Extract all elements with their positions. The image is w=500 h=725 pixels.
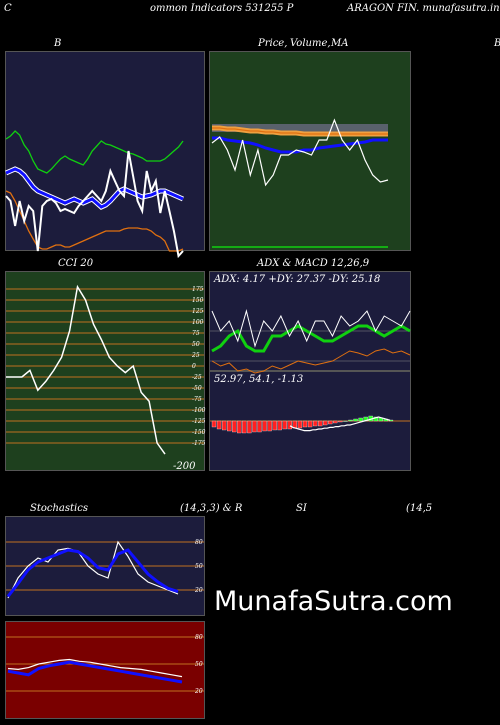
macd-bar — [318, 420, 323, 427]
adx-adx-line — [211, 324, 411, 353]
macd-signal-line — [289, 416, 391, 432]
bb-lower-line — [5, 190, 184, 252]
price-right-letter: B — [494, 38, 500, 49]
cci-tick-label: 25 — [191, 352, 200, 359]
macd-bar — [307, 420, 313, 428]
macd-bar — [348, 419, 353, 422]
macd-bar — [338, 420, 343, 423]
stoch-k-line — [7, 540, 179, 599]
cci-panel — [5, 271, 205, 471]
adx-plus-dy-line — [211, 348, 411, 374]
rsi-blue-line — [7, 660, 183, 684]
macd-bar — [358, 417, 363, 422]
stoch-title: Stochastics — [30, 503, 88, 514]
bb-title: B — [54, 38, 62, 49]
cci-tick-label: -175 — [192, 440, 206, 447]
macd-bar — [262, 420, 267, 432]
cci-tick-label: -100 — [192, 407, 206, 414]
rsi-tick-label: 20 — [194, 688, 203, 695]
macd-bar — [343, 420, 348, 422]
cci-title: CCI 20 — [58, 258, 94, 269]
cci-tick-label: 50 — [192, 341, 200, 348]
macd-bar — [333, 420, 338, 424]
rsi-tick-label: 80 — [195, 634, 203, 641]
watermark: MunafaSutra.com — [214, 586, 453, 617]
stoch-tick-label: 20 — [194, 587, 203, 594]
rsi-white-line — [7, 658, 183, 678]
cci-tick-label: -125 — [192, 418, 206, 425]
macd-bar — [302, 420, 308, 428]
rsi-tick-label: 50 — [195, 661, 203, 668]
macd-bar — [221, 420, 227, 431]
header-left: C — [4, 3, 12, 14]
macd-bar — [328, 420, 333, 425]
bb-upper-line — [5, 130, 184, 174]
macd-bar — [216, 420, 222, 430]
macd-bar — [373, 416, 378, 422]
cci-tick-label: 125 — [192, 308, 204, 315]
adx-title: ADX & MACD 12,26,9 — [257, 258, 370, 269]
price-title-a: Price, — [258, 38, 288, 49]
price-title-b: Volume, — [290, 38, 331, 49]
price-price-line — [211, 118, 389, 187]
adx-panel — [209, 271, 411, 371]
macd-bar — [257, 420, 262, 433]
cci-tick-label: 100 — [192, 319, 204, 326]
price-panel — [209, 51, 411, 251]
price-ma-orange-line — [212, 127, 388, 135]
rsi-title: SI — [296, 503, 307, 514]
bb-middle-line — [5, 167, 184, 209]
macd-bar — [211, 420, 217, 428]
adx-readout: ADX: 4.17 +DY: 27.37 -DY: 25.18 — [214, 274, 381, 285]
macd-bar — [272, 420, 277, 431]
cci-bottom-value: -200 — [173, 461, 196, 472]
macd-bar — [287, 420, 292, 430]
macd-bar — [297, 420, 303, 429]
adx-minus-dy-line — [211, 309, 411, 348]
macd-bar — [282, 420, 287, 430]
cci-tick-label: -150 — [192, 429, 206, 436]
macd-bar — [353, 418, 358, 422]
macd-bar — [252, 420, 257, 433]
price-title-c: MA — [331, 38, 349, 49]
bb-price-line — [5, 150, 184, 259]
cci-tick-label: 150 — [192, 297, 204, 304]
stoch-params: (14,3,3) & R — [180, 503, 243, 514]
macd-bar — [242, 420, 247, 434]
cci-tick-label: -75 — [192, 396, 202, 403]
header-right: ARAGON FIN. munafasutra.in — [347, 3, 500, 14]
cci-line — [6, 284, 166, 455]
rsi-params: (14,5 — [406, 503, 433, 514]
macd-bar — [323, 420, 328, 426]
header-center: ommon Indicators 531255 P — [150, 3, 294, 14]
stoch-tick-label: 80 — [195, 539, 203, 546]
macd-bar — [277, 420, 282, 431]
macd-bar — [232, 420, 237, 433]
cci-tick-label: 75 — [192, 330, 200, 337]
cci-tick-label: 0 — [192, 363, 196, 370]
cci-tick-label: -50 — [192, 385, 202, 392]
stoch-d-line — [6, 548, 179, 598]
macd-bar — [267, 420, 272, 432]
macd-readout: 52.97, 54.1, -1.13 — [214, 374, 304, 385]
macd-bar — [227, 420, 232, 432]
macd-bar — [237, 420, 242, 434]
macd-bar — [312, 420, 318, 427]
stoch-tick-label: 50 — [195, 563, 203, 570]
cci-tick-label: -25 — [192, 374, 202, 381]
cci-tick-label: 175 — [192, 286, 204, 293]
price-ma-band — [212, 124, 388, 132]
macd-bar — [247, 420, 252, 434]
